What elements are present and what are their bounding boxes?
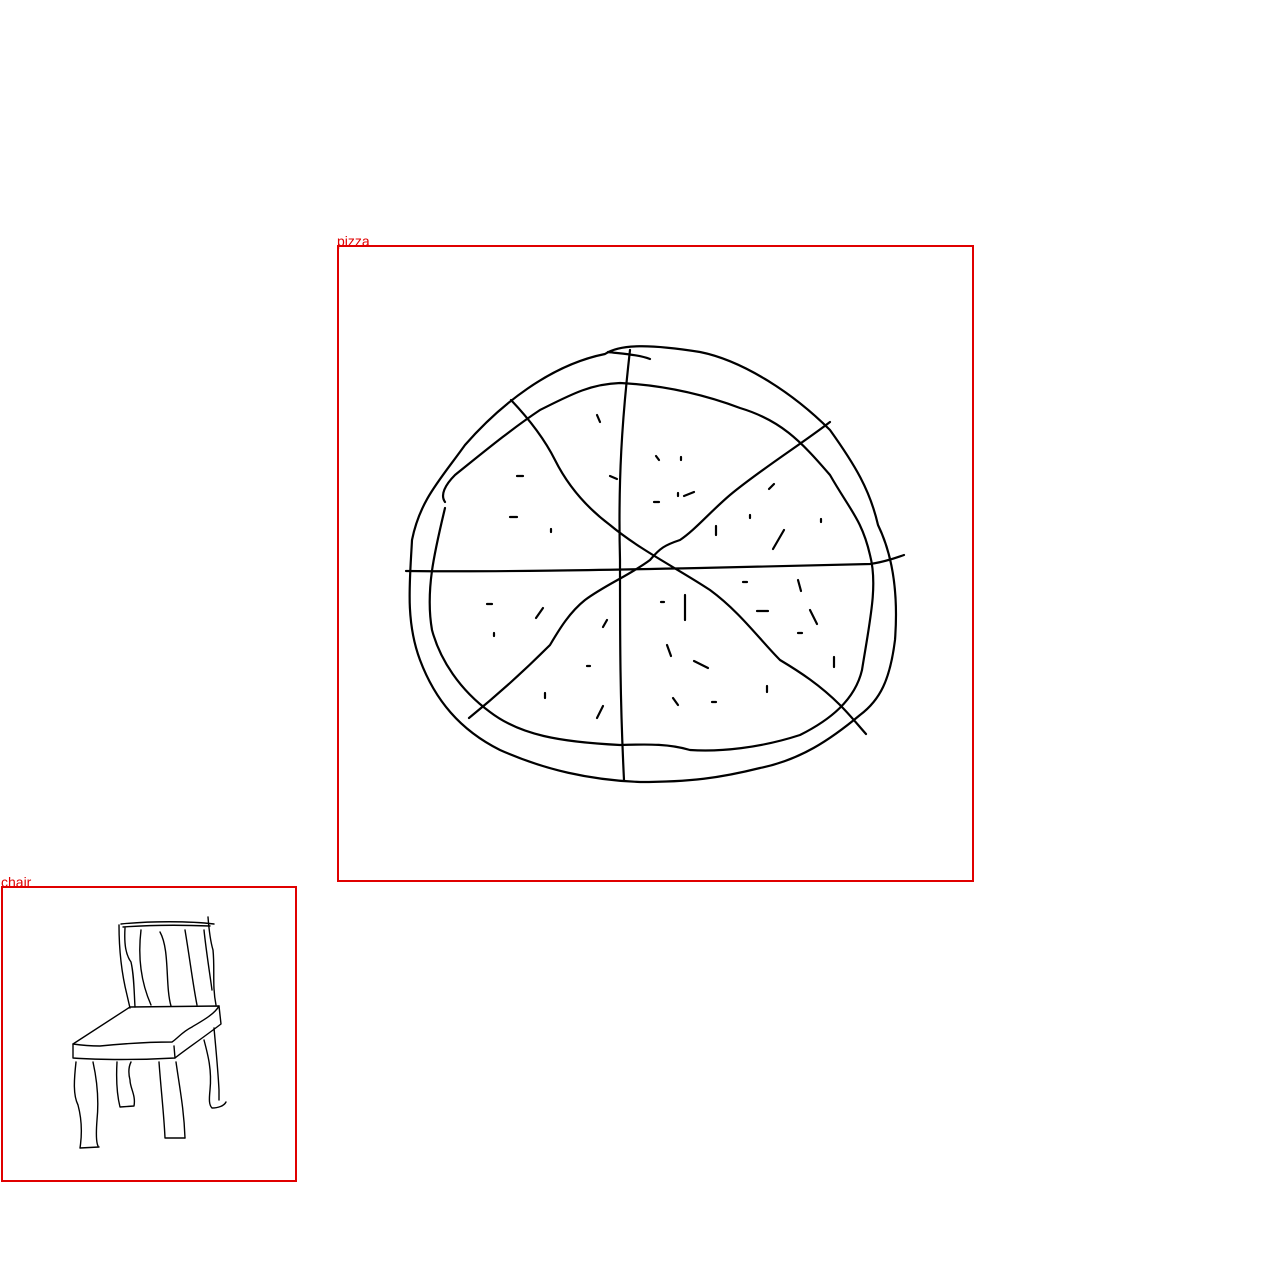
- chair-label: chair: [1, 874, 32, 890]
- pizza-label: pizza: [337, 233, 370, 249]
- pizza-bounding-box: [337, 245, 974, 882]
- chair-bounding-box: [1, 886, 297, 1182]
- chair-sketch-icon: [72, 916, 227, 1149]
- pizza-toppings: [485, 413, 836, 720]
- pizza-sketch-icon: [404, 345, 906, 784]
